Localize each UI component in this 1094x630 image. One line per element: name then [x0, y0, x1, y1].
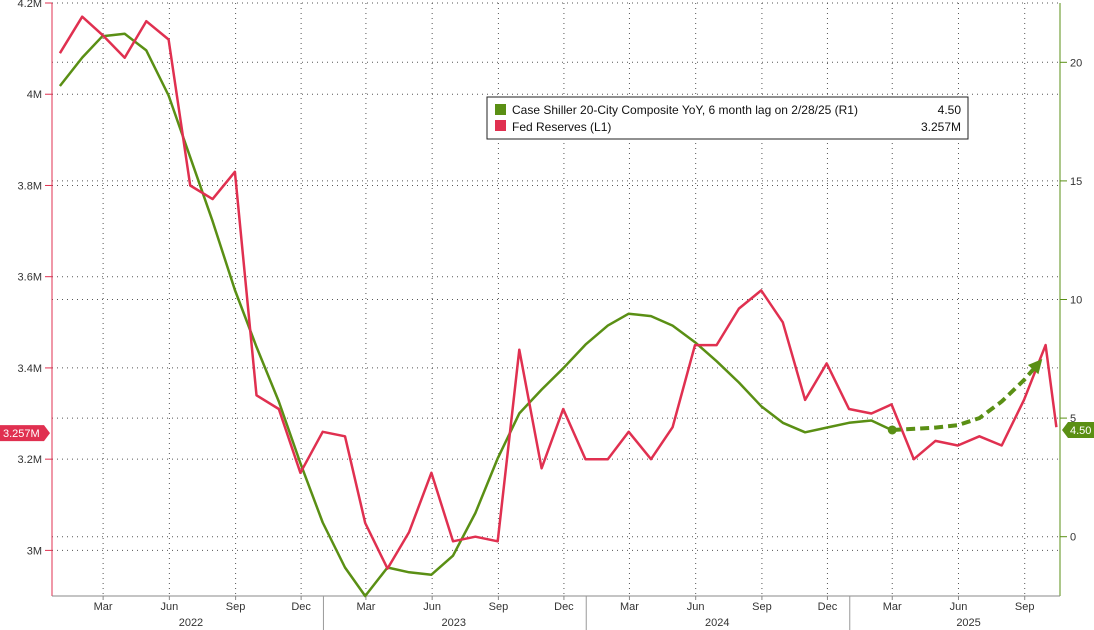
- legend: Case Shiller 20-City Composite YoY, 6 mo…: [486, 96, 969, 140]
- right-tick-label: 10: [1070, 295, 1082, 307]
- x-tick-label: Mar: [94, 601, 113, 613]
- right-tick-label: 0: [1070, 532, 1076, 544]
- left-tick-label: 4M: [27, 89, 42, 101]
- year-label: 2025: [956, 617, 980, 629]
- projection-line: [892, 362, 1040, 432]
- grid: [52, 2, 1060, 596]
- year-label: 2023: [442, 617, 466, 629]
- series-line-case-shiller: [58, 32, 893, 598]
- right-tick-label: 5: [1070, 413, 1076, 425]
- legend-value-case-shiller: 4.50: [938, 103, 962, 117]
- x-tick-label: Sep: [1015, 601, 1035, 613]
- left-tick-label: 3.6M: [18, 272, 42, 284]
- series-line-fed-reserves: [58, 15, 1058, 570]
- left-tick-label: 3.2M: [18, 454, 42, 466]
- x-tick-label: Mar: [883, 601, 902, 613]
- last-value-label-right: 4.50: [1070, 425, 1091, 437]
- x-tick-label: Jun: [160, 601, 178, 613]
- x-tick-label: Jun: [423, 601, 441, 613]
- last-value-marker-right: [1062, 421, 1094, 438]
- left-tick-label: 3.4M: [18, 363, 42, 375]
- x-tick-label: Jun: [687, 601, 705, 613]
- x-tick-label: Mar: [620, 601, 639, 613]
- last-value-label-left: 3.257M: [3, 428, 40, 440]
- year-label: 2024: [705, 617, 729, 629]
- x-tick-label: Dec: [818, 601, 838, 613]
- left-tick-label: 4.2M: [18, 0, 42, 10]
- x-tick-label: Mar: [356, 601, 375, 613]
- year-label: 2022: [179, 617, 203, 629]
- series-layer: [58, 15, 1058, 598]
- x-tick-label: Sep: [752, 601, 772, 613]
- legend-swatch-case-shiller: [495, 104, 506, 115]
- projection-arrowhead: [1027, 359, 1043, 375]
- projection-start-dot: [887, 425, 897, 435]
- legend-value-fed-reserves: 3.257M: [921, 120, 961, 134]
- right-tick-label: 20: [1070, 57, 1082, 69]
- x-tick-label: Jun: [950, 601, 968, 613]
- legend-box: [486, 96, 969, 140]
- right-tick-label: 15: [1070, 176, 1082, 188]
- x-tick-label: Sep: [489, 601, 509, 613]
- last-value-marker-left: [0, 425, 50, 442]
- x-tick-label: Dec: [291, 601, 311, 613]
- x-tick-label: Dec: [554, 601, 574, 613]
- x-tick-label: Sep: [226, 601, 246, 613]
- legend-swatch-fed-reserves: [495, 120, 506, 131]
- left-tick-label: 3.8M: [18, 180, 42, 192]
- left-tick-label: 3M: [27, 545, 42, 557]
- legend-label-fed-reserves: Fed Reserves (L1): [512, 120, 611, 134]
- legend-label-case-shiller: Case Shiller 20-City Composite YoY, 6 mo…: [512, 103, 858, 117]
